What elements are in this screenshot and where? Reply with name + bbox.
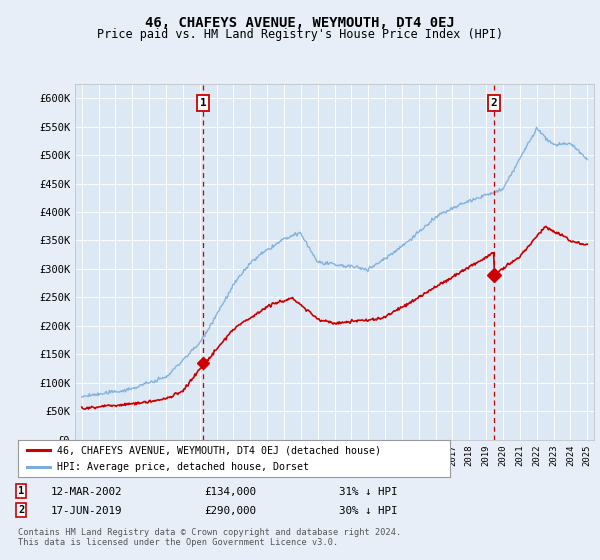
Text: Contains HM Land Registry data © Crown copyright and database right 2024.
This d: Contains HM Land Registry data © Crown c…	[18, 528, 401, 547]
Text: 2: 2	[491, 98, 497, 108]
Text: 46, CHAFEYS AVENUE, WEYMOUTH, DT4 0EJ (detached house): 46, CHAFEYS AVENUE, WEYMOUTH, DT4 0EJ (d…	[57, 445, 381, 455]
Text: 17-JUN-2019: 17-JUN-2019	[51, 506, 122, 516]
Text: 2: 2	[18, 505, 24, 515]
Text: 1: 1	[18, 486, 24, 496]
Text: HPI: Average price, detached house, Dorset: HPI: Average price, detached house, Dors…	[57, 462, 309, 472]
Text: Price paid vs. HM Land Registry's House Price Index (HPI): Price paid vs. HM Land Registry's House …	[97, 28, 503, 41]
Text: 46, CHAFEYS AVENUE, WEYMOUTH, DT4 0EJ: 46, CHAFEYS AVENUE, WEYMOUTH, DT4 0EJ	[145, 16, 455, 30]
Text: 12-MAR-2002: 12-MAR-2002	[51, 487, 122, 497]
Text: 30% ↓ HPI: 30% ↓ HPI	[339, 506, 397, 516]
Text: 31% ↓ HPI: 31% ↓ HPI	[339, 487, 397, 497]
Text: £290,000: £290,000	[204, 506, 256, 516]
Text: 1: 1	[200, 98, 206, 108]
Text: £134,000: £134,000	[204, 487, 256, 497]
